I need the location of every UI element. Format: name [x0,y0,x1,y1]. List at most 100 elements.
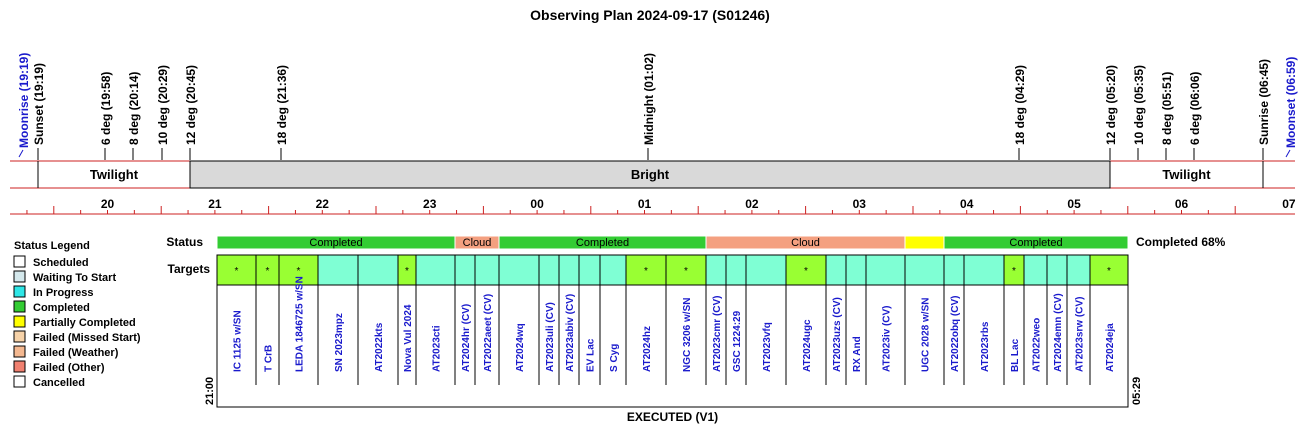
legend-title: Status Legend [14,240,90,252]
target-mark: * [1107,266,1111,277]
status-row-label: Status [166,235,203,249]
moon-mark-tick [1285,149,1291,158]
hour-label: 22 [316,197,330,211]
hour-label: 01 [638,197,652,211]
target-cell [1023,254,1048,286]
target-name: S Cyg [609,344,620,372]
twilight-mark-label: 8 deg (20:14) [127,72,141,145]
twilight-mark-label: 12 deg (20:45) [184,65,198,145]
target-name: RX And [852,336,863,372]
target-name: AT2023cti [432,325,443,372]
twilight-mark-label: Sunrise (06:45) [1257,59,1271,145]
target-cell [415,254,456,286]
target-cell [538,254,560,286]
target-mark: * [235,266,239,277]
legend-swatch [13,330,26,343]
target-name: AT2023vfq [762,322,773,372]
twilight-mark-label: 6 deg (06:06) [1188,72,1202,145]
legend-swatch [13,285,26,298]
target-name: SN 2023mpz [334,313,345,372]
status-segment [904,235,945,250]
hour-label: 02 [745,197,759,211]
target-cell [665,254,707,286]
band-label: Twilight [90,167,139,182]
target-cell [785,254,827,286]
target-cell [625,254,667,286]
end-time: 05:29 [1131,377,1143,405]
target-cell [558,254,580,286]
target-cell [825,254,847,286]
status-segment-label: Cloud [791,237,820,249]
target-name: AT2024emn (CV) [1053,293,1064,372]
target-name: EV Lac [586,338,597,372]
twilight-mark-label: 18 deg (04:29) [1013,65,1027,145]
status-legend: Status Legend Scheduled Waiting To Start In… [13,240,141,389]
legend-item-label: Waiting To Start [33,272,116,284]
twilight-mark-label: 10 deg (20:29) [156,65,170,145]
hour-label: 06 [1175,197,1189,211]
twilight-time-marks: Moonrise (19:19) Sunset (19:19) 6 deg (19:… [17,53,1298,160]
target-cell [943,254,965,286]
legend-swatch [13,375,26,388]
target-name: AT2022aeet (CV) [483,294,494,372]
target-name: AT2023abiv (CV) [565,294,576,372]
target-name: AT2022weo [1032,318,1043,372]
hour-label: 23 [423,197,437,211]
target-cell [216,254,257,286]
status-segment-label: Completed [309,237,362,249]
twilight-mark-label: Sunset (19:19) [32,63,46,145]
hour-label: 00 [530,197,544,211]
target-name: AT2023srw (CV) [1075,297,1086,372]
legend-item-label: Partially Completed [33,317,136,329]
target-cell [317,254,359,286]
legend-item-label: In Progress [33,287,94,299]
target-name: AT2022kts [374,322,385,372]
target-name: T CrB [264,345,275,372]
legend-swatch [13,255,26,268]
band-label: Bright [631,167,670,182]
footer-label: EXECUTED (V1) [627,410,718,424]
target-name: BL Lac [1010,338,1021,372]
hour-label: 03 [853,197,867,211]
twilight-mark-label: 6 deg (19:58) [99,72,113,145]
target-mark: * [266,266,270,277]
target-name: AT2023cmr (CV) [712,295,723,372]
target-mark: * [1012,266,1016,277]
moon-mark-label: Moonrise (19:19) [17,53,31,148]
target-cell [599,254,627,286]
legend-item-label: Failed (Other) [33,362,105,374]
target-name: LEDA 1846725 w/SN [295,276,306,372]
target-cell [1089,254,1129,286]
hour-label: 21 [208,197,222,211]
target-mark: * [644,266,648,277]
target-name: AT2024wq [515,323,526,372]
target-mark: * [297,266,301,277]
target-name: IC 1125 w/SN [233,310,244,372]
target-name: NGC 3206 w/SN [682,298,693,372]
status-segment-label: Completed [1009,237,1062,249]
target-mark: * [684,266,688,277]
target-cell [1046,254,1068,286]
target-cell [1066,254,1091,286]
target-cell [845,254,867,286]
hour-label: 07 [1282,197,1296,211]
legend-swatch [13,345,26,358]
twilight-mark-label: Midnight (01:02) [642,53,656,145]
legend-item-label: Failed (Missed Start) [33,332,141,344]
targets-row-label: Targets [168,262,211,276]
target-cell [904,254,945,286]
status-segment [943,235,1129,250]
legend-item-label: Failed (Weather) [33,347,119,359]
twilight-mark-label: 8 deg (05:51) [1160,72,1174,145]
plan-title: Observing Plan 2024-09-17 (S01246) [530,7,770,23]
target-cell [278,254,319,286]
legend-item-label: Scheduled [33,257,89,269]
hour-label: 04 [960,197,974,211]
target-name: AT2024hz [642,326,653,372]
target-mark: * [405,266,409,277]
moon-mark-tick [18,149,24,158]
target-name: UGC 2028 w/SN [921,298,932,372]
legend-swatch [13,270,26,283]
target-cell [357,254,399,286]
